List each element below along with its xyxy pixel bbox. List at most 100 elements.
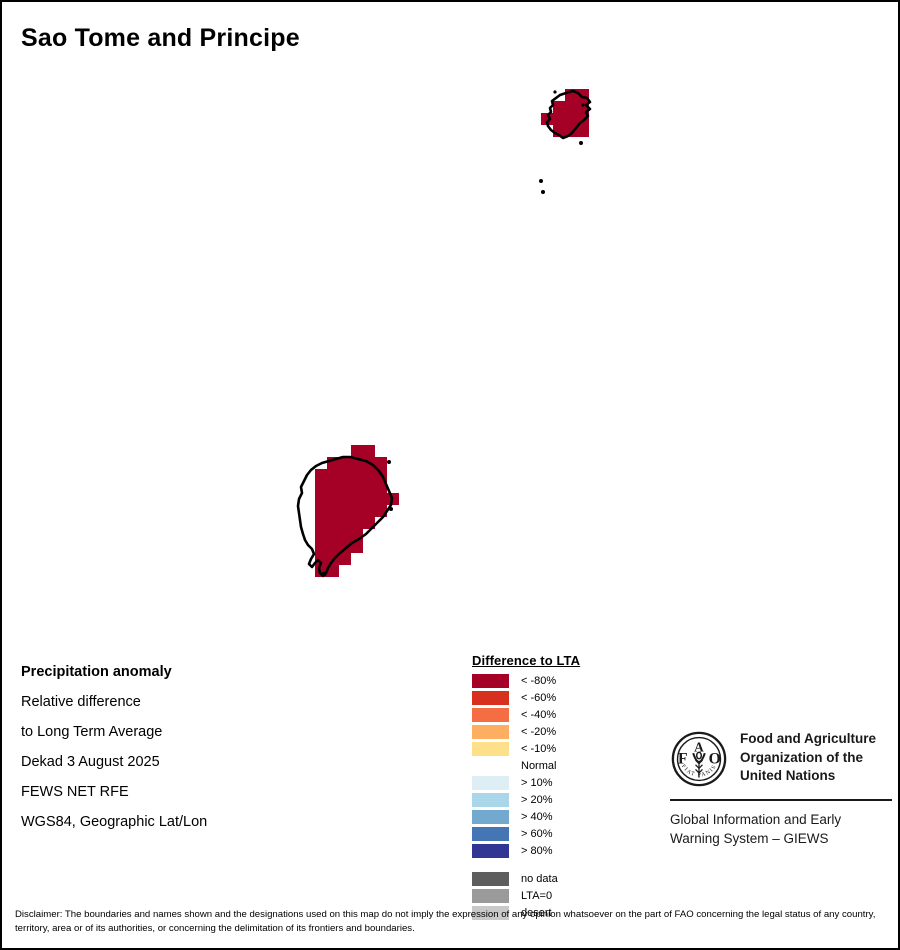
legend-item-swatch bbox=[472, 792, 509, 807]
legend-item-label: < -10% bbox=[521, 742, 557, 755]
fao-name-line-1: Organization of the bbox=[740, 749, 863, 765]
fao-name: Food and Agriculture Organization of the U… bbox=[740, 730, 876, 786]
disclaimer-text: Disclaimer: The boundaries and names sho… bbox=[15, 909, 876, 934]
anomaly-cell bbox=[565, 125, 577, 137]
map-svg bbox=[296, 89, 592, 578]
islet-marker bbox=[387, 460, 391, 464]
legend-item-swatch bbox=[472, 775, 509, 790]
anomaly-cell bbox=[565, 101, 577, 113]
caption-line-4: FEWS NET RFE bbox=[21, 784, 129, 800]
anomaly-cell bbox=[315, 517, 375, 529]
legend-item-label: < -60% bbox=[521, 691, 557, 704]
legend: Difference to LTA < -80% < -60% < -40% < -2… bbox=[472, 653, 642, 921]
anomaly-cell bbox=[553, 113, 565, 125]
anomaly-cell bbox=[351, 445, 375, 457]
coastline-principe bbox=[545, 89, 592, 140]
fao-logo-row: F A O FIAT PANIS Food and Agriculture Org… bbox=[670, 730, 892, 788]
islet-marker bbox=[321, 571, 327, 577]
anomaly-cell bbox=[363, 457, 387, 469]
caption-line-3: Dekad 3 August 2025 bbox=[21, 754, 160, 770]
svg-text:A: A bbox=[694, 739, 704, 754]
legend-item-label: > 40% bbox=[521, 810, 553, 823]
legend-item-label: Normal bbox=[521, 759, 557, 772]
legend-item-swatch bbox=[472, 826, 509, 841]
map-caption: Precipitation anomaly Relative difference… bbox=[21, 657, 301, 837]
giews-name: Global Information and Early Warning Syst… bbox=[670, 810, 892, 848]
legend-item-swatch bbox=[472, 741, 509, 756]
anomaly-cell bbox=[315, 493, 399, 505]
legend-item-row[interactable]: < -10% bbox=[472, 740, 642, 757]
legend-item-swatch bbox=[472, 809, 509, 824]
legend-item-row[interactable]: < -40% bbox=[472, 706, 642, 723]
map-canvas[interactable] bbox=[2, 62, 898, 642]
anomaly-cell bbox=[315, 481, 327, 493]
legend-items: < -80% < -60% < -40% < -20% < -10% Normal > 10… bbox=[472, 672, 642, 859]
caption-line-2: to Long Term Average bbox=[21, 724, 163, 740]
anomaly-cell bbox=[327, 481, 387, 493]
legend-item-row[interactable]: > 60% bbox=[472, 825, 642, 842]
legend-item-row[interactable]: > 20% bbox=[472, 791, 642, 808]
legend-spacer bbox=[472, 859, 642, 870]
caption-line-0: Precipitation anomaly bbox=[21, 664, 172, 680]
anomaly-cell bbox=[315, 541, 363, 553]
islet-marker bbox=[581, 103, 585, 107]
legend-extra-swatch bbox=[472, 888, 509, 903]
legend-extra-row[interactable]: desert bbox=[472, 904, 642, 921]
giews-line-0: Global Information and Early bbox=[670, 812, 842, 827]
legend-extra-items: no data LTA=0 desert bbox=[472, 870, 642, 921]
anomaly-cell bbox=[541, 113, 553, 125]
anomaly-cell bbox=[327, 469, 387, 481]
legend-item-label: > 10% bbox=[521, 776, 553, 789]
legend-item-label: < -20% bbox=[521, 725, 557, 738]
fao-name-line-2: United Nations bbox=[740, 768, 836, 783]
anomaly-cell bbox=[315, 469, 327, 481]
anomaly-cell bbox=[315, 505, 387, 517]
page-title: Sao Tome and Principe bbox=[21, 24, 300, 52]
legend-extra-label: desert bbox=[521, 906, 552, 919]
legend-item-row[interactable]: < -20% bbox=[472, 723, 642, 740]
legend-item-label: > 60% bbox=[521, 827, 553, 840]
fao-name-line-0: Food and Agriculture bbox=[740, 731, 876, 746]
legend-item-label: < -40% bbox=[521, 708, 557, 721]
svg-text:O: O bbox=[709, 751, 721, 768]
legend-item-row[interactable]: < -60% bbox=[472, 689, 642, 706]
coastline-layer bbox=[296, 89, 592, 578]
legend-title: Difference to LTA bbox=[472, 653, 581, 668]
legend-item-row[interactable]: > 80% bbox=[472, 842, 642, 859]
legend-item-swatch bbox=[472, 843, 509, 858]
svg-text:F: F bbox=[678, 751, 688, 768]
coastline-sao-tome bbox=[296, 455, 394, 578]
islet-marker bbox=[541, 190, 545, 194]
legend-item-label: > 80% bbox=[521, 844, 553, 857]
islet-marker bbox=[579, 141, 583, 145]
legend-item-row[interactable]: > 10% bbox=[472, 774, 642, 791]
legend-item-swatch bbox=[472, 690, 509, 705]
legend-item-row[interactable]: < -80% bbox=[472, 672, 642, 689]
islets-layer bbox=[321, 90, 585, 577]
legend-extra-row[interactable]: LTA=0 bbox=[472, 887, 642, 904]
legend-item-label: < -80% bbox=[521, 674, 557, 687]
legend-item-label: > 20% bbox=[521, 793, 553, 806]
legend-item-swatch bbox=[472, 724, 509, 739]
legend-extra-row[interactable]: no data bbox=[472, 870, 642, 887]
legend-item-swatch bbox=[472, 707, 509, 722]
fao-emblem-icon: F A O FIAT PANIS bbox=[671, 731, 727, 787]
legend-item-swatch bbox=[472, 759, 509, 773]
islet-marker bbox=[389, 507, 393, 511]
caption-line-5: WGS84, Geographic Lat/Lon bbox=[21, 814, 208, 830]
fao-divider bbox=[670, 799, 892, 801]
legend-extra-label: no data bbox=[521, 872, 558, 885]
legend-extra-swatch bbox=[472, 905, 509, 920]
islet-marker bbox=[539, 179, 543, 183]
anomaly-cell bbox=[553, 101, 565, 113]
caption-line-1: Relative difference bbox=[21, 694, 141, 710]
legend-item-row[interactable]: Normal bbox=[472, 757, 642, 774]
legend-item-row[interactable]: > 40% bbox=[472, 808, 642, 825]
giews-line-1: Warning System – GIEWS bbox=[670, 831, 829, 846]
anomaly-raster-layer bbox=[315, 89, 589, 577]
anomaly-cell bbox=[565, 113, 577, 125]
islet-marker bbox=[553, 90, 557, 94]
legend-extra-swatch bbox=[472, 871, 509, 886]
legend-item-swatch bbox=[472, 673, 509, 688]
